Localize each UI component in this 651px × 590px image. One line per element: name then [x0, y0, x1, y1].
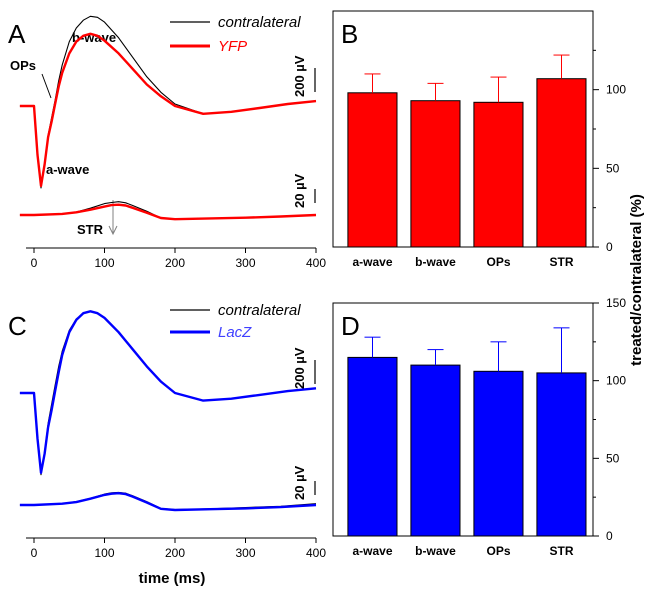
x-tick-label-a-100: 100 — [94, 256, 114, 270]
panel-label-d: D — [341, 311, 360, 341]
category-label-b-b-wave: b-wave — [415, 255, 456, 269]
bar-d-a-wave — [347, 356, 398, 537]
bar-b-a-wave — [347, 92, 398, 248]
category-label-b-a-wave: a-wave — [352, 255, 392, 269]
panel-label-a: A — [8, 19, 26, 49]
bar-b-ops — [473, 101, 524, 248]
trace-a-yfp — [19, 32, 317, 188]
trace-c-lacz — [19, 310, 317, 474]
x-axis-c: 0 100 200 300 400 — [26, 537, 326, 560]
x-tick-label-a-0: 0 — [31, 256, 38, 270]
x-tick-label-a-300: 300 — [235, 256, 255, 270]
legend-a-color-label: YFP — [218, 38, 247, 55]
y-axis-title: treated/contralateral (%) — [628, 194, 645, 366]
scale-label-a-bottom: 20 µV — [292, 173, 307, 208]
category-label-b-ops: OPs — [486, 255, 510, 269]
y-tick-label-b-100: 100 — [606, 83, 626, 97]
x-tick-label-c-100: 100 — [94, 546, 114, 560]
bar-b-str — [536, 78, 587, 248]
bar-chart-d: a-wave b-wave OPs STR 0 50 100 150 — [332, 296, 626, 558]
bar-d-ops — [473, 370, 524, 537]
y-tick-label-d-50: 50 — [606, 451, 620, 465]
x-tick-label-c-0: 0 — [31, 546, 38, 560]
x-axis-title: time (ms) — [139, 570, 206, 587]
traces-c — [19, 310, 317, 512]
category-label-d-b-wave: b-wave — [415, 544, 456, 558]
scale-label-a-top: 200 µV — [292, 55, 307, 97]
y-tick-label-d-150: 150 — [606, 296, 626, 310]
legend-c-black-label: contralateral — [218, 302, 301, 319]
bar-d-b-wave — [410, 364, 461, 537]
bar-d-str — [536, 372, 587, 537]
trace-a-yfp-str — [19, 203, 317, 221]
x-tick-label-a-400: 400 — [306, 256, 326, 270]
label-str: STR — [77, 222, 104, 237]
y-tick-label-b-50: 50 — [606, 161, 620, 175]
category-label-d-str: STR — [550, 544, 574, 558]
bar-chart-b: a-wave b-wave OPs STR 0 50 100 — [332, 10, 626, 269]
label-bwave: b-wave — [72, 30, 116, 45]
legend-c-color-label: LacZ — [218, 324, 252, 341]
trace-c-lacz-str — [19, 492, 317, 512]
legend-c: contralateral LacZ — [170, 302, 301, 341]
y-tick-label-d-0: 0 — [606, 529, 613, 543]
x-axis-a: 0 100 200 300 400 — [26, 247, 326, 270]
legend-a-black-label: contralateral — [218, 14, 301, 31]
category-label-d-a-wave: a-wave — [352, 544, 392, 558]
panel-label-c: C — [8, 311, 27, 341]
label-awave: a-wave — [46, 162, 89, 177]
panel-label-b: B — [341, 19, 358, 49]
scale-label-c-bottom: 20 µV — [292, 465, 307, 500]
x-tick-label-c-400: 400 — [306, 546, 326, 560]
category-label-b-str: STR — [550, 255, 574, 269]
legend-a: contralateral YFP — [170, 14, 301, 55]
y-tick-label-b-0: 0 — [606, 240, 613, 254]
traces-a — [19, 15, 317, 221]
x-tick-label-a-200: 200 — [165, 256, 185, 270]
str-arrowhead — [108, 225, 118, 236]
x-tick-label-c-300: 300 — [235, 546, 255, 560]
scale-label-c-top: 200 µV — [292, 347, 307, 389]
bar-b-b-wave — [410, 100, 461, 248]
y-tick-label-d-100: 100 — [606, 374, 626, 388]
category-label-d-ops: OPs — [486, 544, 510, 558]
label-ops: OPs — [10, 58, 36, 73]
ops-pointer — [41, 73, 52, 99]
x-tick-label-c-200: 200 — [165, 546, 185, 560]
